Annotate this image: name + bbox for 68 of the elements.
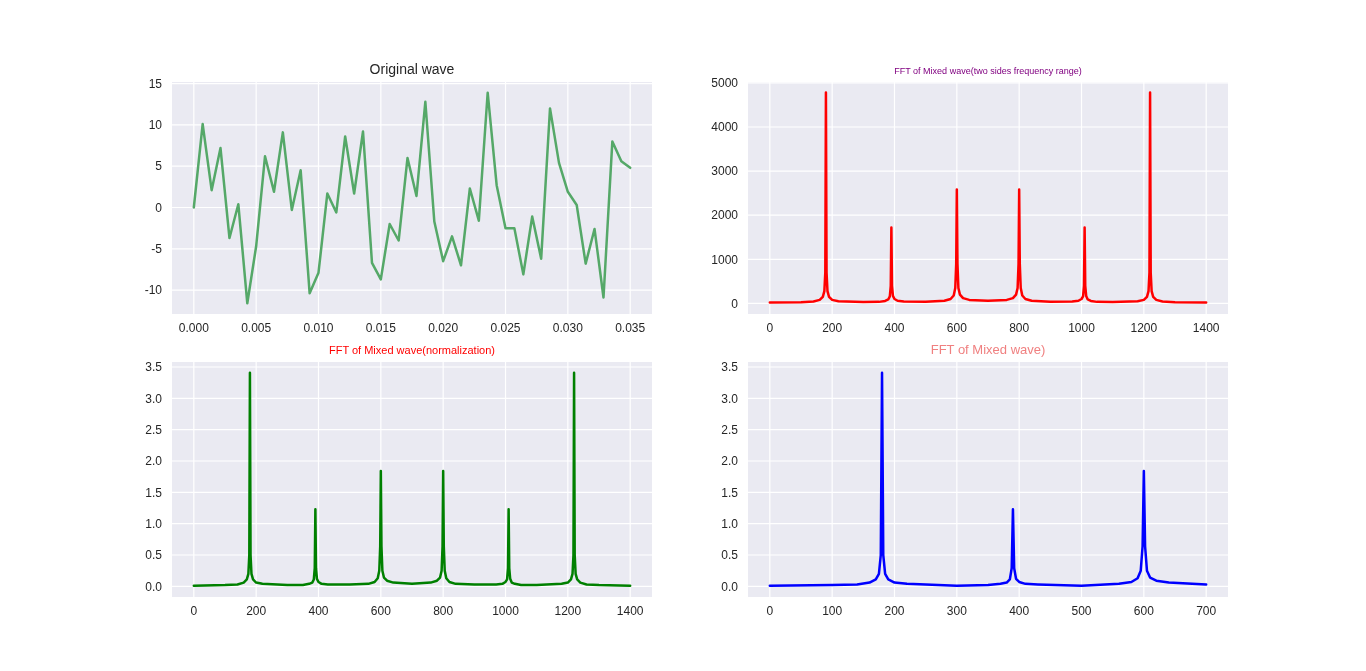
x-tick-label: 400	[884, 321, 905, 335]
y-tick-label: 1.5	[721, 485, 739, 500]
line-series	[192, 371, 632, 587]
y-tick-label: 2.5	[721, 422, 739, 437]
chart-title: FFT of Mixed wave(normalization)	[328, 344, 496, 356]
y-tick-label: 0.0	[145, 579, 163, 594]
y-tick-label: 2000	[711, 208, 739, 223]
x-tick-label: 0	[190, 604, 198, 618]
line-series	[192, 91, 632, 305]
x-tick-label: 0.025	[490, 321, 521, 335]
x-tick-label: 1200	[1130, 321, 1158, 335]
chart-title: FFT of Mixed wave(two sides frequency range)	[894, 66, 1082, 76]
x-tick-label: 0	[766, 321, 774, 335]
x-tick-label: 400	[308, 604, 329, 618]
x-tick-label: 0.010	[303, 321, 334, 335]
y-tick-label: 0.0	[721, 579, 739, 594]
x-tick-label: 0.035	[615, 321, 646, 335]
x-tick-label: 0.015	[365, 321, 397, 335]
chart-title: Original wave	[369, 61, 455, 77]
x-tick-label: 200	[822, 321, 843, 335]
x-tick-label: 600	[946, 321, 968, 335]
x-tick-label: 1400	[616, 604, 644, 618]
y-tick-label: 15	[148, 76, 163, 91]
y-tick-label: 2.5	[145, 422, 163, 437]
line-series	[768, 371, 1208, 587]
y-tick-label: 1.0	[145, 516, 163, 531]
x-tick-label: 700	[1196, 604, 1217, 618]
y-tick-label: 2.0	[145, 454, 163, 469]
y-tick-label: 2.0	[721, 454, 739, 469]
y-tick-label: 3000	[711, 164, 739, 179]
y-tick-label: 5	[155, 159, 163, 174]
y-tick-label: 1.5	[145, 485, 163, 500]
x-tick-label: 200	[246, 604, 267, 618]
line-series	[768, 91, 1208, 304]
y-tick-label: 1000	[711, 252, 739, 267]
y-tick-label: 3.5	[145, 360, 163, 375]
y-tick-label: 5000	[711, 76, 739, 91]
x-tick-label: 0	[766, 604, 774, 618]
y-tick-label: 3.0	[721, 391, 739, 406]
x-tick-label: 600	[370, 604, 392, 618]
x-tick-label: 400	[1009, 604, 1030, 618]
y-tick-label: 0	[731, 296, 739, 311]
y-tick-label: -10	[144, 283, 163, 298]
y-tick-label: 0.5	[145, 548, 163, 563]
x-tick-label: 600	[1133, 604, 1155, 618]
chart-title: FFT of Mixed wave)	[930, 342, 1046, 357]
x-tick-label: 1400	[1192, 321, 1220, 335]
x-tick-label: 0.020	[428, 321, 459, 335]
y-tick-label: 3.5	[721, 360, 739, 375]
x-tick-label: 800	[1009, 321, 1030, 335]
x-tick-label: 1000	[1068, 321, 1096, 335]
x-tick-label: 0.030	[552, 321, 584, 335]
x-tick-label: 0.005	[241, 321, 272, 335]
x-tick-label: 0.000	[178, 321, 210, 335]
x-tick-label: 200	[884, 604, 905, 618]
x-tick-label: 500	[1071, 604, 1092, 618]
x-tick-label: 300	[946, 604, 968, 618]
x-tick-label: 1000	[492, 604, 520, 618]
y-tick-label: -5	[151, 241, 163, 256]
y-tick-label: 4000	[711, 120, 739, 135]
x-tick-label: 1200	[554, 604, 582, 618]
y-tick-label: 0	[155, 200, 163, 215]
y-tick-label: 10	[148, 118, 163, 133]
y-tick-label: 1.0	[721, 516, 739, 531]
x-tick-label: 800	[433, 604, 454, 618]
x-tick-label: 100	[822, 604, 843, 618]
y-tick-label: 3.0	[145, 391, 163, 406]
y-tick-label: 0.5	[721, 548, 739, 563]
